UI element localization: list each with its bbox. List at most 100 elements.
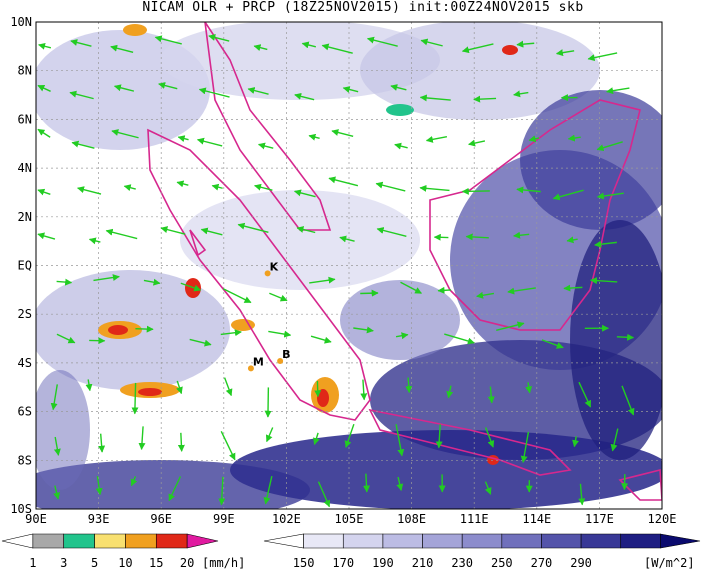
place-label: K <box>270 260 279 273</box>
wind-arrow <box>37 128 51 138</box>
wind-arrow <box>189 338 212 347</box>
wind-arrow <box>395 332 409 340</box>
wind-arrow <box>293 189 316 198</box>
wind-arrow <box>566 236 578 244</box>
wind-arrow <box>56 278 73 286</box>
wind-arrow <box>56 333 76 344</box>
wind-arrow <box>220 329 242 337</box>
wind-arrow <box>444 333 475 345</box>
wind-arrow <box>301 41 317 49</box>
wind-arrow <box>390 84 407 91</box>
wind-arrow <box>484 481 492 495</box>
lat-label: 10S <box>10 502 32 516</box>
legend-swatch <box>303 533 344 549</box>
wind-arrow <box>88 237 101 245</box>
wind-arrow <box>563 284 583 292</box>
lat-label: EQ <box>18 259 32 273</box>
legend-tick: 230 <box>451 556 473 570</box>
wind-arrow <box>328 176 359 187</box>
precip-legend: 1 3 5 10 15 20 [mm/h] <box>1 533 245 570</box>
precip-cells <box>98 24 518 465</box>
wind-arrow <box>485 427 495 448</box>
wind-arrow <box>496 321 525 332</box>
wind-arrow <box>525 382 533 394</box>
wind-arrow <box>396 476 404 492</box>
wind-arrow <box>294 92 315 101</box>
legend-swatch <box>501 533 542 549</box>
wind-arrow <box>513 231 530 239</box>
grid <box>36 22 662 509</box>
legend-swatch <box>94 533 126 549</box>
wind-arrow <box>596 141 623 152</box>
wind-arrow <box>123 184 136 192</box>
place-label: M <box>253 355 264 368</box>
wind-arrow <box>71 140 95 149</box>
legend-swatch <box>155 533 188 549</box>
wind-arrow <box>180 282 202 292</box>
lat-label: 4N <box>18 161 32 175</box>
lon-label: 90E <box>25 512 47 526</box>
wind-arrow <box>253 183 273 191</box>
legend-swatch <box>342 533 384 549</box>
legend-swatch <box>125 533 157 549</box>
legend-tick: 290 <box>570 556 592 570</box>
wind-arrow <box>594 240 617 248</box>
wind-arrow <box>516 186 541 194</box>
wind-arrow <box>98 433 106 453</box>
wind-arrow <box>176 380 183 395</box>
wind-arrow <box>516 40 535 48</box>
wind-arrow <box>528 135 540 143</box>
wind-arrow <box>269 292 288 302</box>
wind-arrow <box>37 188 51 196</box>
wind-arrow <box>308 133 320 141</box>
wind-arrow <box>196 137 223 147</box>
wind-arrow <box>268 330 292 338</box>
wind-arrow <box>130 476 138 487</box>
lon-label: 102E <box>272 512 301 526</box>
wind-arrow <box>154 35 182 45</box>
place-marker <box>264 270 271 277</box>
lon-label: 108E <box>397 512 426 526</box>
wind-arrow <box>168 476 182 502</box>
place-marker <box>277 358 284 365</box>
wind-arrow <box>131 382 139 415</box>
wind-arrow <box>461 187 490 195</box>
legend-tick: 250 <box>491 556 513 570</box>
olr-field <box>36 22 662 509</box>
lat-label: 2S <box>18 307 32 321</box>
wind-arrow <box>465 233 489 241</box>
lon-label: 111E <box>460 512 489 526</box>
legend-swatch <box>422 533 463 549</box>
wind-arrow <box>313 432 320 446</box>
wind-arrow <box>265 427 274 443</box>
wind-arrow <box>95 476 103 496</box>
legend-swatch <box>660 533 701 549</box>
wind-arrow <box>520 431 530 463</box>
wind-arrow <box>37 232 56 240</box>
wind-arrow <box>344 423 355 448</box>
place-label: B <box>282 348 290 361</box>
wind-arrow <box>110 44 134 53</box>
wind-arrow <box>339 235 355 243</box>
wind-arrow <box>77 186 102 195</box>
lat-axis-labels: 10N 8N 6N 4N 2N EQ 2S 4S 6S 8S 10S <box>10 15 32 516</box>
wind-arrow <box>420 38 443 47</box>
place-markers: K M B <box>247 260 291 372</box>
wind-arrow <box>366 36 398 47</box>
wind-arrow <box>425 135 448 143</box>
wind-arrow <box>247 87 269 95</box>
lon-label: 120E <box>648 512 677 526</box>
wind-arrow <box>587 52 618 62</box>
wind-arrow <box>376 227 407 237</box>
legend-swatch <box>63 533 95 549</box>
legend-tick: 170 <box>332 556 354 570</box>
legend-tick: 210 <box>412 556 434 570</box>
lon-label: 117E <box>585 512 614 526</box>
legend-swatch <box>461 533 503 549</box>
wind-arrow <box>610 428 619 452</box>
legend-swatch <box>1 533 34 549</box>
legend-tick: 3 <box>60 556 67 570</box>
wind-arrow <box>223 377 233 397</box>
wind-arrow <box>487 386 495 404</box>
